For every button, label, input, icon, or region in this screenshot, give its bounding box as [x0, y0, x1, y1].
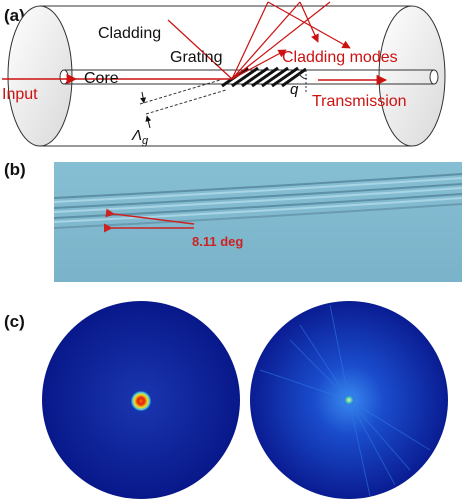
grating-label: Grating: [170, 49, 222, 66]
panel-c-letter: (c): [4, 312, 25, 331]
core-left-end: [59, 69, 69, 85]
angle-label: 8.11 deg: [192, 234, 243, 249]
transmission-label: Transmission: [312, 93, 407, 110]
grating-period-label: Λg: [131, 127, 149, 147]
panel-b-letter: (b): [4, 160, 26, 179]
tilted-grating: [221, 66, 307, 88]
core-label: Core: [84, 70, 119, 87]
panel-a-fiber-diagram: Cladding Grating Core Input Cladding mod…: [2, 1, 446, 147]
panel-c-mode-profiles: [42, 301, 448, 499]
period-arrow-bottom: [145, 115, 152, 129]
tilt-angle-label: q: [290, 81, 299, 98]
cladding-modes-label: Cladding modes: [282, 49, 398, 66]
input-label: Input: [2, 86, 38, 103]
panel-b-micrograph: 8.11 deg: [54, 162, 462, 282]
panel-a-letter: (a): [4, 6, 25, 25]
angle-line-upper: [105, 208, 195, 225]
cladding-mode-rays: [167, 1, 351, 80]
tilt-angle-arc: [298, 73, 308, 79]
cladding-mode-center: [343, 394, 355, 406]
period-arrow-top: [140, 91, 146, 104]
core-right-end: [429, 69, 439, 85]
period-guide-1: [139, 79, 221, 105]
cladding-label: Cladding: [98, 25, 161, 42]
core-mode-hotspot: [130, 390, 152, 412]
micrograph-background: [54, 162, 462, 282]
period-guide-2: [145, 89, 227, 115]
cladding-mode-streaks: [259, 304, 431, 497]
